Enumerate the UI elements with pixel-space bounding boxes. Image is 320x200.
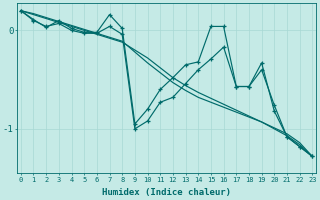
X-axis label: Humidex (Indice chaleur): Humidex (Indice chaleur) [102,188,231,197]
